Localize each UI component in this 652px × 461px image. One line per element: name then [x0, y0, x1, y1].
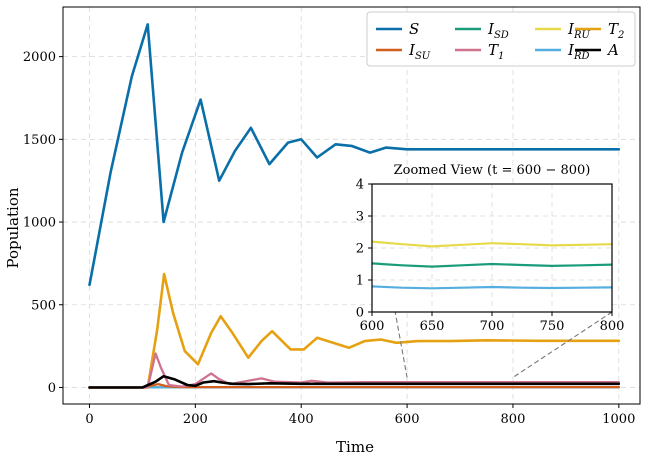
x-tick-label: 600 [395, 412, 420, 427]
legend-subscript: RU [573, 30, 591, 41]
inset-line-i-rd [372, 285, 612, 290]
inset-series-group [372, 240, 612, 290]
x-tick-label: 800 [501, 412, 526, 427]
x-tick-label: 400 [289, 412, 314, 427]
inset-y-tick-label: 3 [356, 210, 364, 225]
legend-box [366, 11, 636, 67]
x-tick-label: 200 [183, 412, 208, 427]
series-line-t-1 [88, 352, 620, 389]
y-tick-label: 2000 [23, 50, 56, 65]
legend-label-s: S [409, 20, 419, 38]
x-axis-label: Time [336, 438, 374, 456]
inset-x-tick-label: 650 [420, 319, 445, 334]
plot-frame [62, 6, 641, 405]
series-line-t-2 [88, 272, 621, 389]
y-tick-label: 500 [31, 298, 56, 313]
legend-subscript: 2 [617, 30, 624, 41]
legend-label-a: A [606, 41, 619, 59]
inset-title: Zoomed View (t = 600 − 800) [394, 163, 591, 178]
x-tick-label: 1000 [602, 412, 635, 427]
inset-x-tick-label: 600 [360, 319, 385, 334]
legend-subscript: SD [494, 30, 509, 41]
inset-y-tick-label: 1 [356, 274, 364, 289]
inset-x-tick-label: 700 [480, 319, 505, 334]
legend-subscript: 1 [498, 51, 504, 62]
series-group [88, 23, 621, 389]
legend-subscript: RD [573, 51, 590, 62]
legend-subscript: SU [415, 51, 431, 62]
inset-y-tick-label: 2 [356, 242, 364, 257]
y-tick-label: 1500 [23, 133, 56, 148]
inset-x-tick-label: 750 [540, 319, 565, 334]
y-tick-label: 0 [48, 381, 56, 396]
inset-line-i-ru [372, 240, 612, 248]
x-tick-label: 0 [85, 412, 93, 427]
y-axis-label: Population [4, 187, 22, 268]
zoom-connector-right [512, 311, 613, 378]
inset-x-tick-label: 800 [600, 319, 625, 334]
series-line-s [88, 23, 621, 287]
series-line-a [88, 374, 621, 389]
inset-y-tick-label: 4 [356, 178, 364, 193]
y-tick-label: 1000 [23, 216, 56, 231]
inset-line-i-sd [372, 262, 612, 268]
inset-y-tick-label: 0 [356, 306, 364, 321]
